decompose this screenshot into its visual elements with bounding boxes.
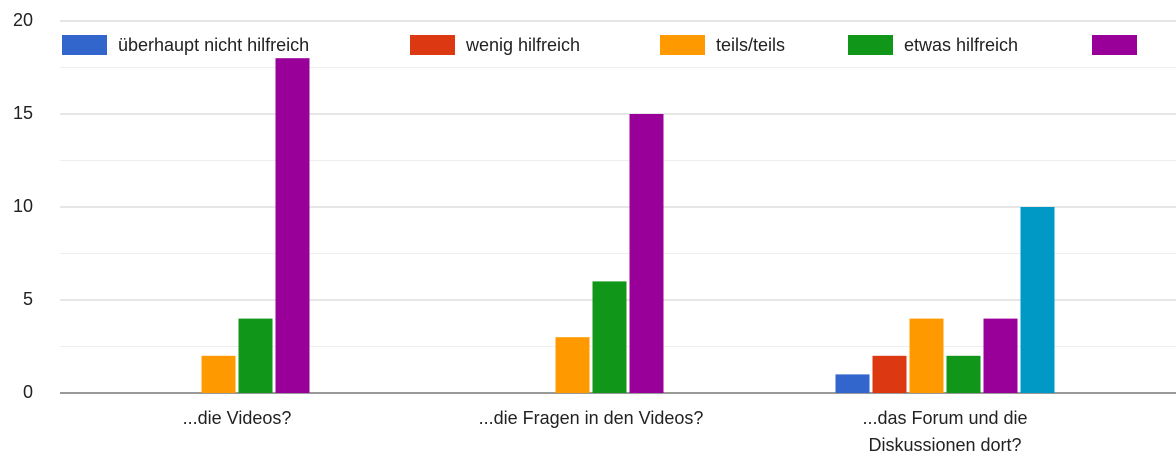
legend-swatch [660,35,705,55]
bar [592,281,627,393]
bar [1020,207,1055,393]
legend-label: s [1148,35,1157,55]
legend-swatch [410,35,455,55]
legend-label: etwas hilfreich [904,35,1018,55]
y-tick-label: 15 [13,103,33,123]
x-tick-label: ...die Fragen in den Videos? [478,408,704,428]
bar [909,318,944,393]
bar [983,318,1018,393]
legend-label: teils/teils [716,35,785,55]
bar [629,114,664,393]
legend-swatch [848,35,893,55]
y-tick-label: 5 [23,289,33,309]
y-tick-label: 20 [13,10,33,30]
x-tick-label: ...die Videos? [182,408,292,428]
legend-label: wenig hilfreich [465,35,580,55]
legend-swatch [62,35,107,55]
bar [238,318,273,393]
bar [201,355,236,393]
x-tick-label: ...das Forum und die Diskussionen dort? [862,408,1028,455]
legend-swatch [1092,35,1137,55]
bar [946,355,981,393]
bar [275,58,310,393]
y-tick-label: 10 [13,196,33,216]
legend-label: überhaupt nicht hilfreich [118,35,309,55]
bar [835,374,870,393]
bar [872,355,907,393]
bar [555,337,590,393]
y-tick-label: 0 [23,382,33,402]
